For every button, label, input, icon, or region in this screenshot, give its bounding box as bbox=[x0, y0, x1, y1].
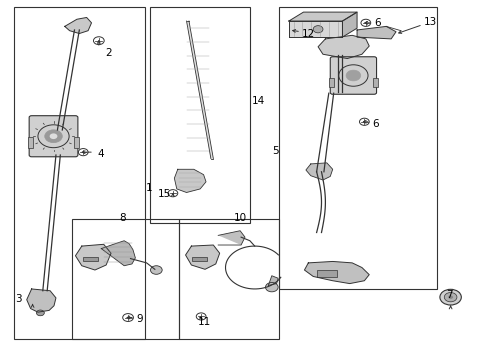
Circle shape bbox=[49, 134, 57, 139]
Bar bbox=[373, 78, 377, 87]
Circle shape bbox=[150, 266, 162, 274]
Circle shape bbox=[346, 70, 361, 81]
Polygon shape bbox=[289, 21, 343, 37]
Text: 13: 13 bbox=[424, 17, 438, 27]
Bar bbox=[72, 219, 179, 339]
Circle shape bbox=[313, 26, 323, 33]
Circle shape bbox=[448, 296, 453, 299]
Bar bbox=[193, 257, 207, 261]
Text: 6: 6 bbox=[374, 18, 381, 28]
Text: 11: 11 bbox=[198, 317, 211, 327]
FancyBboxPatch shape bbox=[330, 57, 376, 94]
Polygon shape bbox=[101, 241, 135, 266]
Circle shape bbox=[36, 310, 44, 316]
Text: 15: 15 bbox=[158, 189, 172, 199]
Text: 4: 4 bbox=[98, 149, 104, 159]
Bar bbox=[14, 7, 145, 339]
Polygon shape bbox=[174, 169, 206, 193]
Polygon shape bbox=[65, 18, 92, 33]
Polygon shape bbox=[27, 289, 56, 312]
Polygon shape bbox=[269, 276, 278, 285]
Polygon shape bbox=[75, 244, 111, 270]
FancyBboxPatch shape bbox=[29, 116, 78, 157]
Text: 9: 9 bbox=[137, 314, 144, 324]
Bar bbox=[74, 137, 79, 148]
Text: 7: 7 bbox=[446, 290, 453, 300]
Polygon shape bbox=[187, 21, 213, 158]
Circle shape bbox=[440, 289, 461, 305]
Text: 14: 14 bbox=[251, 96, 265, 107]
Polygon shape bbox=[186, 245, 220, 269]
Circle shape bbox=[266, 283, 278, 292]
Circle shape bbox=[444, 293, 457, 302]
Bar bbox=[150, 7, 250, 223]
Bar bbox=[28, 137, 32, 148]
Text: 12: 12 bbox=[302, 28, 315, 39]
Polygon shape bbox=[289, 12, 357, 21]
Polygon shape bbox=[304, 261, 369, 284]
Bar bbox=[329, 78, 334, 87]
Text: 1: 1 bbox=[146, 183, 152, 193]
Polygon shape bbox=[343, 12, 357, 37]
Bar bbox=[317, 270, 337, 277]
Polygon shape bbox=[218, 231, 245, 245]
Bar bbox=[279, 7, 438, 289]
Text: 2: 2 bbox=[105, 48, 112, 58]
Bar bbox=[179, 219, 279, 339]
Text: 5: 5 bbox=[272, 146, 279, 156]
Text: 3: 3 bbox=[15, 294, 22, 303]
Polygon shape bbox=[306, 163, 333, 180]
Circle shape bbox=[45, 130, 62, 143]
Text: 10: 10 bbox=[234, 213, 246, 223]
Text: 6: 6 bbox=[373, 118, 379, 129]
Polygon shape bbox=[318, 35, 369, 59]
Text: 8: 8 bbox=[119, 213, 125, 223]
Polygon shape bbox=[357, 26, 396, 39]
Bar bbox=[83, 257, 98, 261]
